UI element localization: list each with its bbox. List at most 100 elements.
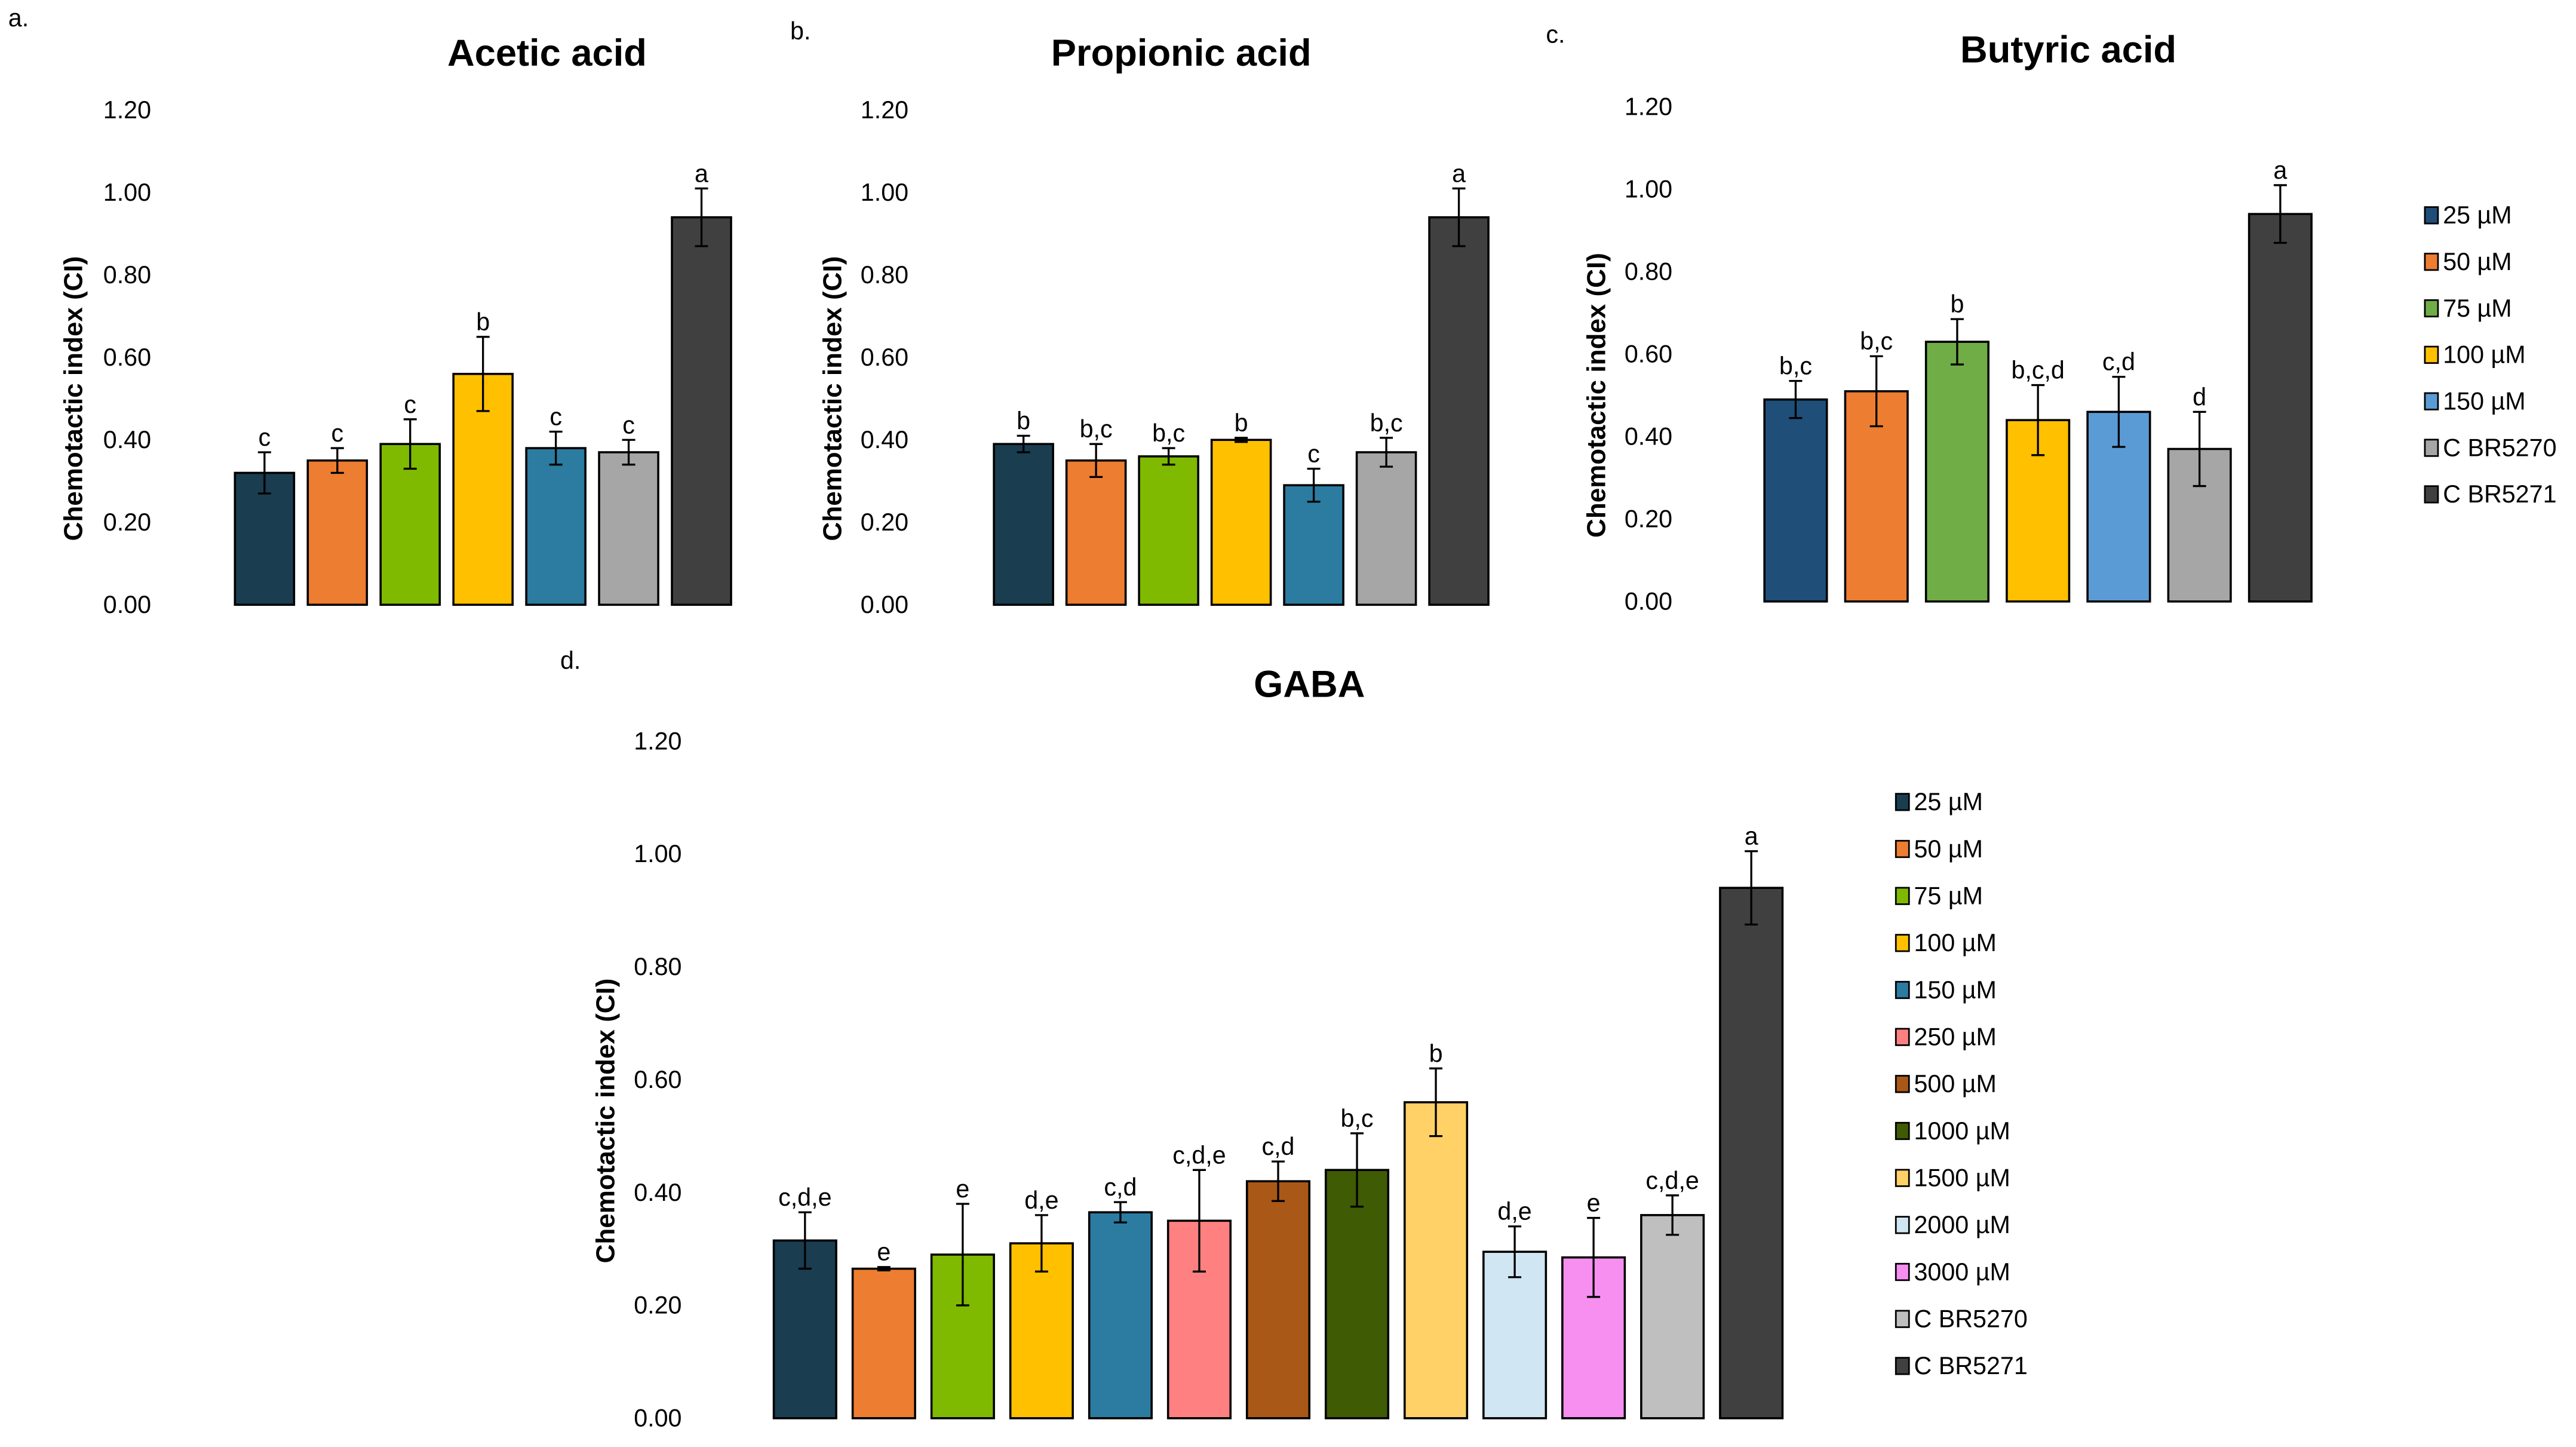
- significance-letter: c,d: [1104, 1173, 1137, 1201]
- legend-swatch: [1895, 887, 1910, 905]
- y-tick-label: 1.20: [103, 96, 151, 124]
- chart-title: Propionic acid: [1051, 32, 1312, 74]
- bar-1500-µM: [1404, 1101, 1469, 1420]
- y-tick-label: 0.40: [861, 426, 908, 453]
- significance-letter: d,e: [1024, 1187, 1058, 1214]
- bar-C-BR5270: [598, 451, 659, 606]
- chart-panel-0: a. Acetic acid Chemotactic index (CI) 0.00 0…: [8, 4, 732, 618]
- significance-letter: b,c: [1860, 327, 1893, 355]
- y-tick-label: 0.40: [1625, 423, 1672, 450]
- y-tick-label: 0.60: [103, 344, 151, 371]
- legend-label: C BR5271: [2443, 480, 2556, 508]
- legend-label: 75 µM: [1914, 882, 1982, 909]
- significance-letter: b: [476, 308, 490, 336]
- y-tick-label: 0.20: [634, 1292, 681, 1319]
- legend-label: 25 µM: [2443, 201, 2511, 229]
- y-tick-label: 0.20: [861, 508, 908, 536]
- significance-letter: c: [331, 419, 343, 447]
- legend-swatch: [1895, 1169, 1910, 1187]
- significance-letter: c,d,e: [1172, 1141, 1226, 1169]
- panel-label: d.: [560, 647, 581, 675]
- y-tick-label: 1.20: [1625, 93, 1672, 121]
- y-tick-label: 0.80: [634, 953, 681, 980]
- legend-swatch: [1895, 980, 1910, 1000]
- y-tick-label: 0.00: [634, 1405, 681, 1432]
- y-tick-label: 0.40: [103, 426, 151, 453]
- chart-title: Acetic acid: [447, 32, 647, 74]
- y-tick-label: 0.00: [1625, 588, 1672, 615]
- legend-label: C BR5271: [1914, 1352, 2027, 1379]
- y-tick-label: 0.60: [634, 1066, 681, 1093]
- legend-label: 100 µM: [2443, 341, 2525, 369]
- y-axis-label: Chemotactic index (CI): [59, 256, 88, 541]
- y-tick-label: 1.00: [634, 840, 681, 867]
- y-axis-label: Chemotactic index (CI): [591, 979, 621, 1264]
- bar-C-BR5271: [2248, 213, 2313, 603]
- y-axis-label: Chemotactic index (CI): [818, 256, 847, 541]
- bar-C-BR5271: [671, 216, 732, 606]
- legend-label: 75 µM: [2443, 295, 2511, 322]
- significance-letter: e: [1587, 1190, 1601, 1217]
- significance-letter: c: [1307, 440, 1320, 468]
- significance-letter: a: [1452, 160, 1466, 187]
- significance-letter: c,d: [1261, 1133, 1294, 1160]
- bar-1000-µM: [1324, 1169, 1390, 1420]
- bar-25-µM: [234, 471, 296, 606]
- y-tick-label: 1.00: [103, 179, 151, 206]
- y-tick-label: 1.00: [1625, 176, 1672, 203]
- legend-swatch: [1895, 793, 1910, 811]
- y-tick-label: 0.80: [861, 261, 908, 289]
- bar-50-µM: [1065, 459, 1127, 606]
- panel-label: b.: [790, 17, 810, 45]
- y-tick-label: 0.80: [1625, 258, 1672, 286]
- legend-swatch: [1895, 1216, 1910, 1234]
- bar-C-BR5270: [1355, 451, 1417, 606]
- legend-swatch: [2424, 253, 2439, 271]
- legend-label: 1500 µM: [1914, 1164, 2010, 1191]
- legend-label: 50 µM: [1914, 835, 1982, 863]
- y-tick-label: 0.40: [634, 1179, 681, 1206]
- legend-swatch: [1895, 839, 1910, 859]
- legend-label: 250 µM: [1914, 1023, 1996, 1050]
- legend-label: C BR5270: [1914, 1305, 2027, 1332]
- legend-swatch: [2424, 392, 2439, 410]
- y-tick-label: 1.00: [861, 179, 908, 206]
- legend-swatch: [2424, 439, 2439, 457]
- legend-swatch: [2424, 206, 2439, 225]
- legend-label: 25 µM: [1914, 788, 1982, 816]
- significance-letter: b,c: [1341, 1105, 1374, 1132]
- legend-swatch: [2424, 345, 2439, 364]
- bar-2000-µM: [1482, 1250, 1548, 1420]
- significance-letter: c,d: [2102, 348, 2135, 376]
- panel-label: c.: [1546, 21, 1565, 48]
- y-tick-label: 0.80: [103, 261, 151, 289]
- bar-150-µM: [1088, 1211, 1153, 1420]
- y-tick-label: 0.00: [103, 591, 151, 618]
- legend-swatch: [1895, 1028, 1910, 1046]
- y-tick-label: 1.20: [861, 96, 908, 124]
- bar-150-µM: [1283, 484, 1344, 606]
- y-tick-label: 0.60: [1625, 341, 1672, 368]
- y-tick-label: 0.00: [861, 591, 908, 618]
- legend-swatch: [2424, 485, 2439, 504]
- significance-letter: b,c: [1779, 352, 1812, 380]
- legend-swatch: [2424, 299, 2439, 318]
- significance-letter: c: [259, 424, 271, 451]
- significance-letter: d: [2193, 383, 2206, 410]
- legend-swatch: [1895, 1121, 1910, 1141]
- legend-label: 3000 µM: [1914, 1258, 2010, 1286]
- significance-letter: b,c: [1370, 409, 1403, 437]
- bar-100-µM: [1210, 439, 1272, 606]
- bar-25-µM: [993, 443, 1054, 606]
- chart-panel-3: d. GABA Chemotactic index (CI) 0.00 0.20 0.40…: [560, 647, 2028, 1432]
- bar-C-BR5271: [1719, 887, 1784, 1420]
- significance-letter: b: [1235, 409, 1248, 437]
- significance-letter: c,d,e: [778, 1184, 831, 1211]
- legend-label: C BR5270: [2443, 434, 2556, 461]
- bar-C-BR5270: [1640, 1214, 1705, 1420]
- bar-75-µM: [1924, 341, 1989, 603]
- bar-500-µM: [1245, 1180, 1311, 1420]
- y-axis-label: Chemotactic index (CI): [1582, 253, 1611, 538]
- significance-letter: b: [1017, 407, 1030, 434]
- bar-50-µM: [306, 459, 369, 606]
